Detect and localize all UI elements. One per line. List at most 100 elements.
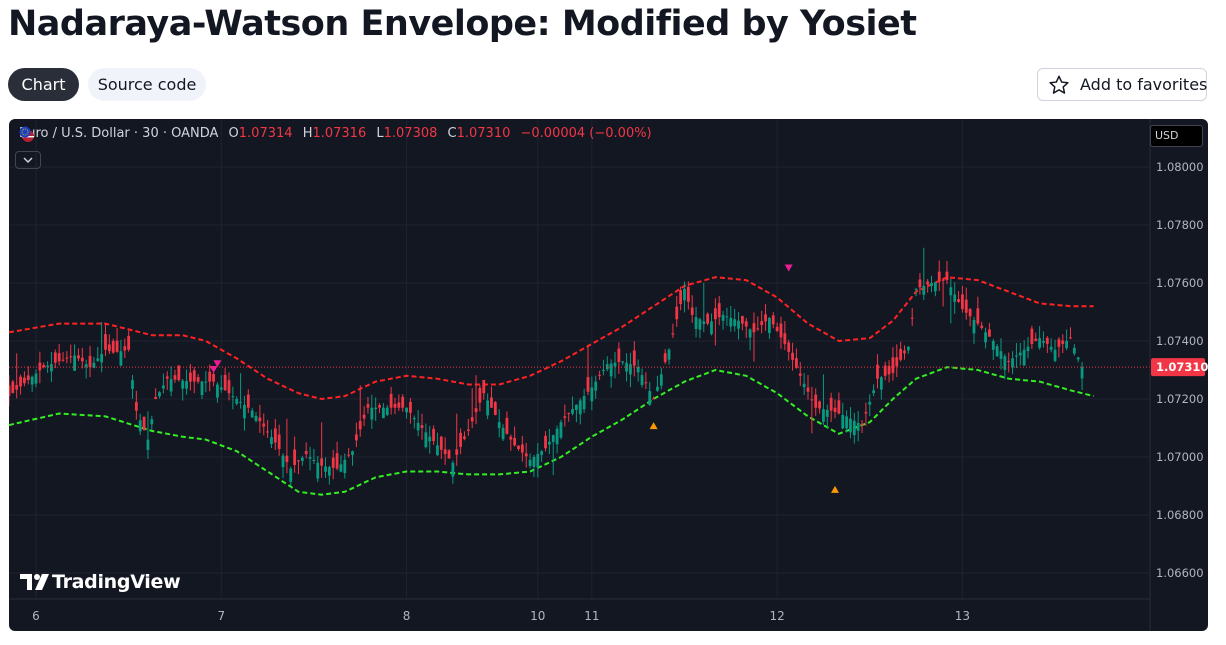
low-value: 1.07308: [383, 126, 438, 141]
candle-body: [949, 287, 953, 296]
candle-body: [802, 383, 806, 388]
candle-body: [428, 436, 432, 442]
candle-body: [945, 271, 949, 281]
candle-body: [46, 365, 49, 368]
candle-body: [547, 441, 551, 445]
candle-body: [536, 454, 540, 468]
candle-body: [721, 314, 725, 321]
tab-chart[interactable]: Chart: [8, 68, 79, 101]
candle-body: [930, 283, 933, 287]
candle-body: [382, 407, 385, 419]
candle-body: [605, 364, 609, 370]
candle-body: [710, 321, 713, 335]
candle-body: [300, 457, 304, 461]
candle-body: [262, 423, 266, 427]
candle-body: [374, 407, 378, 410]
symbol-name[interactable]: Euro / U.S. Dollar · 30 · OANDA: [19, 126, 219, 141]
chevron-down-icon: [23, 157, 33, 164]
candle-body: [351, 451, 354, 456]
add-to-favorites-button[interactable]: Add to favorites: [1037, 68, 1207, 101]
candle-body: [1022, 349, 1026, 366]
candle-body: [312, 459, 316, 462]
buy-signal-marker: [831, 485, 840, 493]
open-value: 1.07314: [238, 126, 293, 141]
candle-body: [752, 323, 756, 333]
candle-body: [652, 398, 655, 400]
candle-body: [266, 431, 269, 433]
candle-body: [737, 320, 740, 329]
candle-body: [424, 432, 428, 448]
candle-body: [872, 390, 876, 394]
currency-badge[interactable]: USD: [1150, 125, 1203, 147]
candle-body: [1076, 357, 1080, 360]
candle-body: [289, 468, 293, 482]
candle-body: [891, 357, 895, 373]
candle-body: [713, 308, 717, 320]
candle-body: [212, 373, 215, 382]
candle-body: [308, 457, 312, 459]
candle-body: [436, 445, 439, 456]
candle-body: [405, 407, 408, 413]
candle-body: [451, 462, 455, 477]
candle-body: [165, 376, 169, 379]
candle-body: [895, 357, 899, 367]
candle-body: [200, 381, 204, 395]
chart-panel[interactable]: 1.08000 1.07800 1.07600 1.07400 1.07200 1.070…: [9, 119, 1208, 631]
candle-body: [578, 400, 582, 415]
price-tick-label: 1.07000: [1156, 450, 1204, 464]
candle-body: [733, 319, 737, 327]
candle-body: [354, 434, 358, 441]
time-tick-label: 12: [769, 609, 784, 623]
tradingview-logo-icon: [20, 574, 49, 590]
candle-body: [293, 449, 297, 465]
candle-body: [822, 409, 825, 422]
candle-body: [995, 346, 999, 357]
candle-body: [779, 323, 783, 338]
candle-body: [208, 371, 212, 382]
candle-body: [567, 412, 571, 414]
candle-body: [92, 362, 96, 368]
candle-body: [918, 279, 922, 288]
candle-body: [625, 362, 628, 372]
candle-body: [551, 435, 555, 443]
sell-signal-marker: [784, 264, 793, 272]
candle-body: [1030, 328, 1034, 344]
candle-body: [509, 436, 513, 440]
candle-body: [706, 313, 710, 324]
candlestick-chart[interactable]: 1.08000 1.07800 1.07600 1.07400 1.07200 1.070…: [9, 119, 1208, 631]
high-value: 1.07316: [312, 126, 367, 141]
candle-body: [9, 385, 11, 397]
candle-body: [277, 434, 281, 450]
eur-usd-flag-icon: [19, 126, 34, 142]
candle-body: [30, 376, 34, 385]
candle-body: [196, 377, 200, 382]
candle-body: [1011, 358, 1014, 368]
candle-body: [77, 355, 80, 359]
candle-body: [127, 335, 131, 350]
candle-body: [528, 459, 532, 467]
candle-body: [698, 319, 702, 330]
tab-source-code[interactable]: Source code: [88, 68, 206, 101]
candle-body: [501, 428, 505, 440]
price-tick-label: 1.06600: [1156, 566, 1204, 580]
candle-body: [1018, 352, 1022, 356]
low-key: L: [376, 126, 384, 141]
tradingview-logo[interactable]: TradingView: [20, 571, 181, 599]
candle-body: [768, 317, 771, 333]
candle-body: [250, 410, 254, 418]
candle-body: [517, 445, 520, 450]
close-key: C: [447, 126, 457, 141]
candle-body: [868, 401, 872, 405]
candle-body: [984, 332, 987, 343]
candle-body: [223, 374, 227, 391]
candle-body: [833, 407, 837, 413]
candle-body: [775, 326, 779, 331]
candle-body: [980, 325, 984, 328]
candle-body: [1015, 355, 1018, 357]
legend-collapse-button[interactable]: [15, 151, 41, 169]
price-tick-label: 1.06800: [1156, 508, 1204, 522]
candle-body: [219, 387, 223, 390]
candle-body: [702, 321, 706, 325]
candle-body: [254, 415, 258, 421]
candle-body: [370, 407, 374, 420]
